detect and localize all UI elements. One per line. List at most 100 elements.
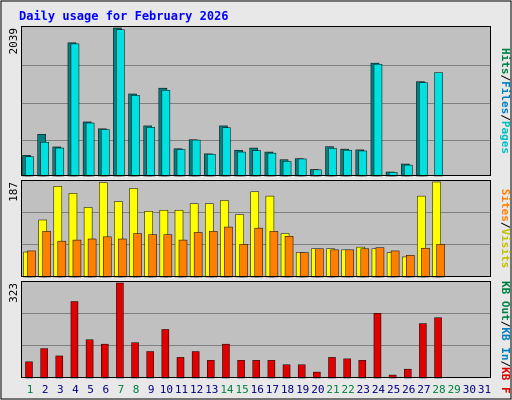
kb-bar bbox=[343, 358, 351, 379]
legend-separator: / bbox=[499, 222, 512, 229]
x-tick-label: 30 bbox=[463, 383, 476, 396]
legend-separator: / bbox=[499, 75, 512, 82]
files-bar bbox=[25, 156, 34, 177]
kb-bar bbox=[191, 351, 200, 379]
legend-item: Hits bbox=[499, 48, 512, 75]
kb-bar bbox=[373, 313, 382, 379]
legend-separator: / bbox=[499, 361, 512, 368]
x-tick-label: 9 bbox=[148, 383, 155, 396]
files-bar bbox=[328, 148, 337, 177]
x-tick-label: 10 bbox=[160, 383, 173, 396]
sites-bar bbox=[209, 231, 218, 278]
files-bar bbox=[419, 82, 428, 177]
y-max-label: 2039 bbox=[7, 28, 20, 55]
sites-bar bbox=[133, 233, 142, 278]
files-bar bbox=[222, 127, 231, 177]
kb-bar bbox=[131, 342, 139, 379]
kb-bar bbox=[434, 317, 442, 379]
legend-item: Files bbox=[499, 81, 512, 114]
kb-bar bbox=[70, 301, 79, 379]
kb-bar bbox=[161, 329, 170, 379]
sites-bar bbox=[27, 250, 36, 278]
legend-separator: / bbox=[499, 321, 512, 328]
files-bar bbox=[373, 63, 383, 177]
x-tick-label: 23 bbox=[357, 383, 370, 396]
x-tick-label: 22 bbox=[342, 383, 355, 396]
sites-bar bbox=[330, 249, 339, 278]
sites-bar bbox=[421, 247, 430, 278]
sites-bar bbox=[406, 255, 415, 278]
files-bar bbox=[146, 127, 155, 177]
legend-item: Pages bbox=[499, 121, 512, 154]
x-tick-label: 15 bbox=[235, 383, 248, 396]
sites-bar bbox=[118, 238, 127, 278]
sites-bar bbox=[178, 239, 188, 278]
kb-bar bbox=[237, 360, 245, 379]
panel-border bbox=[21, 26, 491, 176]
kb-bar bbox=[297, 364, 306, 379]
sites-bar bbox=[284, 236, 294, 278]
x-tick-label: 2 bbox=[42, 383, 49, 396]
sites-bar bbox=[375, 247, 385, 278]
files-bar bbox=[434, 72, 443, 177]
files-bar bbox=[207, 153, 216, 177]
x-tick-label: 19 bbox=[296, 383, 309, 396]
files-bar bbox=[85, 122, 95, 177]
files-bar bbox=[40, 141, 49, 177]
kb-bar bbox=[116, 282, 124, 379]
x-tick-label: 5 bbox=[87, 383, 94, 396]
files-bar bbox=[404, 164, 413, 177]
sites-bar bbox=[436, 244, 445, 278]
kb-bar bbox=[358, 360, 367, 379]
x-tick-label: 20 bbox=[311, 383, 324, 396]
kb-bar bbox=[176, 357, 185, 379]
sites-bar bbox=[390, 250, 400, 278]
sites-bar bbox=[315, 248, 324, 278]
kb-bar bbox=[419, 323, 427, 379]
kb-bar bbox=[404, 368, 412, 379]
x-tick-label: 26 bbox=[402, 383, 415, 396]
x-tick-label: 4 bbox=[72, 383, 79, 396]
kb-bar bbox=[85, 339, 94, 379]
x-tick-label: 18 bbox=[281, 383, 294, 396]
kb-bar bbox=[222, 343, 230, 379]
x-tick-label: 25 bbox=[387, 383, 400, 396]
sites-bar bbox=[163, 234, 173, 278]
sites-bar bbox=[87, 238, 97, 278]
x-tick-label: 13 bbox=[205, 383, 218, 396]
legend: KB Out/KB In/KB F bbox=[499, 281, 512, 394]
kb-bar bbox=[282, 364, 291, 379]
sites-bar bbox=[193, 232, 203, 278]
legend-item: Sites bbox=[499, 189, 512, 222]
sites-bar bbox=[254, 227, 263, 278]
files-bar bbox=[116, 29, 125, 177]
x-tick-label: 8 bbox=[133, 383, 140, 396]
files-bar bbox=[191, 139, 201, 177]
sites-bar bbox=[299, 252, 309, 278]
files-bar bbox=[252, 150, 261, 177]
files-bar bbox=[176, 149, 186, 177]
files-bar bbox=[343, 149, 352, 177]
x-tick-label: 12 bbox=[190, 383, 203, 396]
panel-border bbox=[21, 180, 491, 277]
files-bar bbox=[297, 158, 307, 177]
legend: Hits/Files/Pages bbox=[499, 48, 512, 154]
kb-bar bbox=[252, 360, 260, 379]
files-bar bbox=[358, 150, 368, 177]
files-bar bbox=[237, 151, 246, 177]
y-max-label: 187 bbox=[7, 182, 20, 202]
x-tick-label: 31 bbox=[478, 383, 491, 396]
sites-bar bbox=[57, 240, 67, 278]
files-bar bbox=[101, 129, 110, 177]
sites-bar bbox=[103, 236, 112, 278]
files-bar bbox=[161, 90, 171, 177]
legend-item: KB In bbox=[499, 327, 512, 360]
sites-bar bbox=[345, 249, 354, 278]
x-tick-label: 16 bbox=[251, 383, 264, 396]
legend-separator: / bbox=[499, 114, 512, 121]
legend-item: KB Out bbox=[499, 281, 512, 321]
sites-bar bbox=[239, 244, 248, 278]
kb-bar bbox=[25, 361, 33, 379]
